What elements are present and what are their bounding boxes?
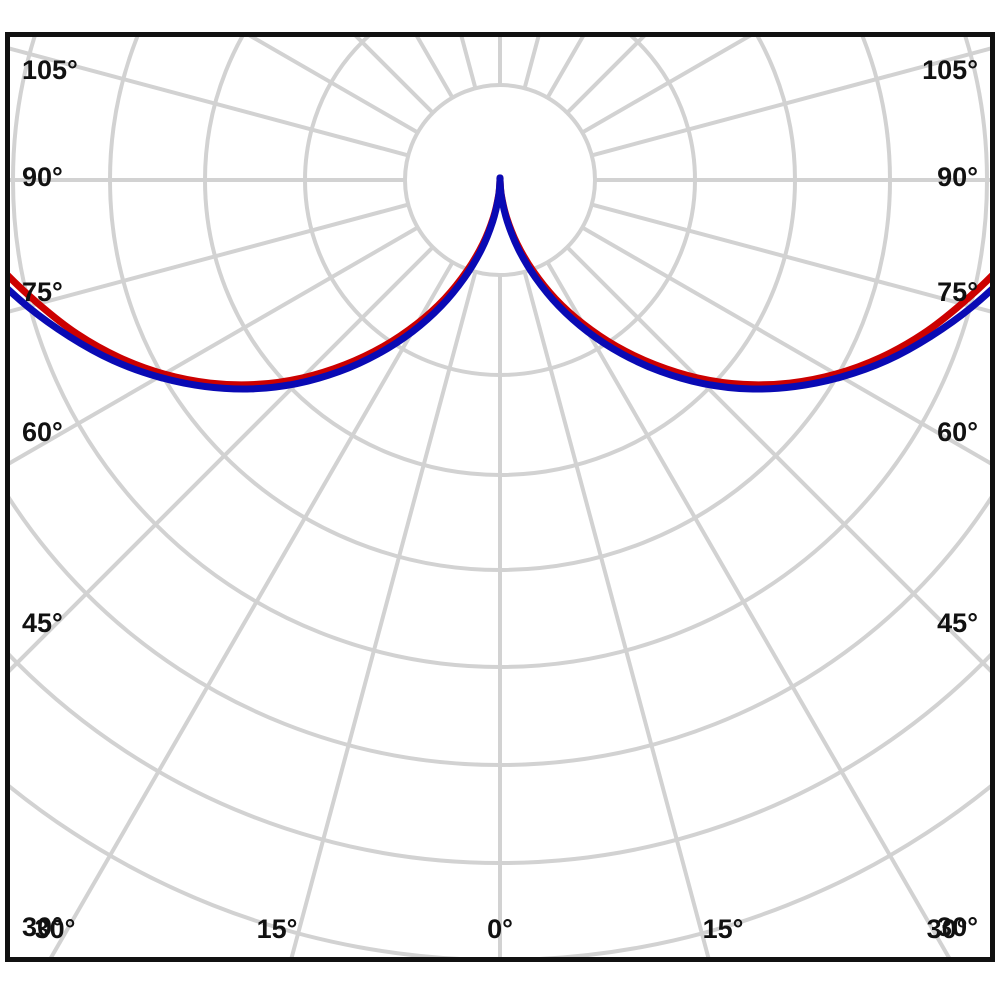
axis-label-left-90deg: 90° xyxy=(22,162,63,192)
axis-label-left-60deg: 60° xyxy=(22,417,63,447)
grid-spoke-30 xyxy=(545,261,951,957)
grid-spoke--60 xyxy=(10,225,419,466)
grid-spoke-75 xyxy=(591,202,990,314)
grid-spoke--165 xyxy=(459,37,478,89)
grid-spoke--30 xyxy=(49,261,455,957)
grid-spoke--75 xyxy=(10,202,409,314)
axis-label-right-75deg: 75° xyxy=(937,277,978,307)
grid-spoke-105 xyxy=(591,46,990,158)
axis-label-bottom-30deg: 30° xyxy=(34,914,76,944)
axis-label-left-105deg: 105° xyxy=(22,55,78,85)
axis-label-right-90deg: 90° xyxy=(937,162,978,192)
grid-spoke-165 xyxy=(522,37,541,89)
axis-label-bottom-15deg: 15° xyxy=(702,914,744,944)
grid-spoke--15 xyxy=(289,271,478,957)
axis-label-left-45deg: 45° xyxy=(22,608,63,638)
distribution-curves xyxy=(10,174,990,393)
grid-spoke--105 xyxy=(10,46,409,158)
axis-label-right-105deg: 105° xyxy=(922,55,978,85)
axis-label-left-30deg: 30° xyxy=(22,912,63,942)
axis-label-left-75deg: 75° xyxy=(22,277,63,307)
curve-c90-c270 xyxy=(10,174,990,393)
grid-spoke-60 xyxy=(581,225,990,466)
axis-label-right-60deg: 60° xyxy=(937,417,978,447)
axis-label-bottom-30deg: 30° xyxy=(926,914,968,944)
axis-label-bottom-0deg: 0° xyxy=(487,914,513,944)
axis-label-right-30deg: 30° xyxy=(937,912,978,942)
axis-label-right-45deg: 45° xyxy=(937,608,978,638)
axis-label-bottom-15deg: 15° xyxy=(256,914,298,944)
grid-spoke-15 xyxy=(522,271,711,957)
